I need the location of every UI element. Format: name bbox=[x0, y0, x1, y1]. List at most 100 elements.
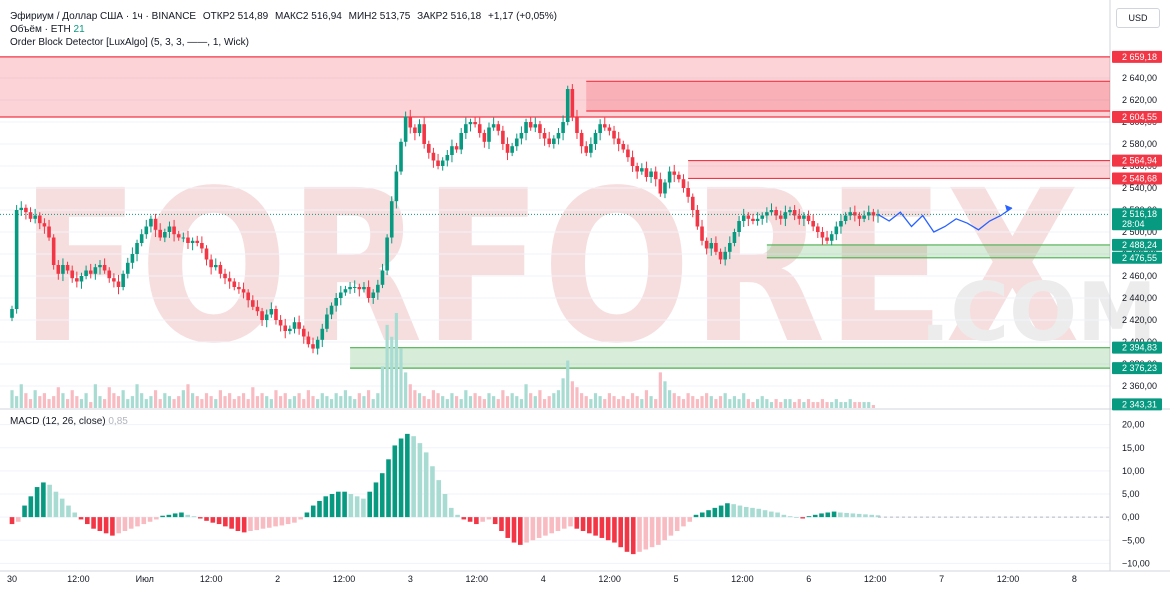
volume-bar bbox=[668, 390, 672, 408]
candle-body bbox=[227, 278, 232, 282]
volume-bar bbox=[316, 399, 320, 408]
candle-body bbox=[788, 210, 792, 213]
candle-body bbox=[695, 210, 700, 227]
macd-bar bbox=[204, 517, 209, 521]
candle-body bbox=[820, 232, 825, 238]
macd-bar bbox=[618, 517, 624, 548]
candle-body bbox=[459, 133, 464, 150]
volume-bar bbox=[825, 402, 829, 408]
macd-bar bbox=[731, 504, 736, 518]
volume-bar bbox=[867, 402, 871, 408]
candle-body bbox=[237, 287, 241, 290]
volume-bar bbox=[644, 390, 649, 408]
volume-bar bbox=[783, 399, 787, 408]
macd-bar bbox=[743, 506, 749, 518]
candle-body bbox=[829, 234, 834, 241]
macd-bar bbox=[687, 517, 693, 522]
volume-bar bbox=[519, 399, 524, 408]
candle-body bbox=[765, 212, 769, 216]
time-tick-label: 4 bbox=[541, 574, 546, 584]
volume-bar bbox=[107, 387, 111, 408]
macd-bar bbox=[367, 491, 372, 518]
price-marker bbox=[1112, 172, 1162, 185]
macd-bar bbox=[838, 512, 843, 518]
projection-arrowhead bbox=[1005, 204, 1012, 212]
volume-bar bbox=[89, 402, 93, 408]
macd-bar bbox=[775, 512, 780, 518]
volume-bar bbox=[47, 399, 51, 408]
volume-bar bbox=[857, 402, 862, 408]
candle-body bbox=[528, 122, 533, 128]
candle-body bbox=[42, 223, 47, 227]
volume-bar bbox=[751, 402, 755, 408]
macd-bar bbox=[304, 512, 310, 518]
volume-bar bbox=[320, 393, 324, 408]
volume-bar bbox=[357, 393, 361, 408]
candle-body bbox=[556, 133, 561, 139]
candle-body bbox=[723, 251, 727, 260]
macd-bar bbox=[587, 517, 592, 534]
candle-body bbox=[149, 218, 153, 227]
volume-bar bbox=[709, 396, 713, 408]
candle-body bbox=[167, 226, 172, 232]
macd-bar bbox=[430, 466, 435, 518]
macd-bar bbox=[47, 484, 52, 518]
volume-bar bbox=[436, 393, 440, 408]
volume-bar bbox=[691, 396, 695, 408]
macd-bar bbox=[825, 512, 831, 518]
volume-bar bbox=[797, 399, 801, 408]
candle-body bbox=[760, 215, 765, 219]
macd-bar bbox=[656, 517, 661, 545]
macd-tick-label: 5,00 bbox=[1122, 489, 1140, 499]
volume-bar bbox=[288, 399, 292, 408]
candle-body bbox=[741, 215, 746, 221]
volume-bar bbox=[223, 396, 227, 408]
candle-body bbox=[579, 133, 584, 147]
macd-bar bbox=[474, 517, 479, 525]
volume-bar bbox=[769, 402, 774, 408]
volume-bar bbox=[816, 402, 820, 408]
macd-bar bbox=[22, 505, 27, 518]
candle-body bbox=[79, 276, 84, 282]
price-marker-label: 2 343,31 bbox=[1122, 399, 1157, 409]
macd-bar bbox=[637, 517, 642, 552]
macd-bar bbox=[110, 517, 115, 536]
volume-bar bbox=[153, 390, 158, 408]
volume-bar bbox=[607, 393, 612, 408]
volume-bar bbox=[28, 399, 33, 408]
price-marker bbox=[1112, 398, 1162, 411]
volume-bar bbox=[603, 399, 607, 408]
candle-body bbox=[320, 328, 325, 340]
macd-bar bbox=[518, 517, 523, 545]
macd-bar bbox=[750, 507, 755, 518]
candle-body bbox=[751, 218, 755, 221]
candle-body bbox=[380, 270, 385, 285]
macd-bar bbox=[279, 517, 285, 526]
macd-bar bbox=[794, 517, 799, 518]
volume-bar bbox=[501, 390, 505, 408]
candle-body bbox=[329, 305, 334, 315]
volume-bar bbox=[186, 384, 190, 408]
price-marker bbox=[1112, 154, 1162, 167]
macd-bar bbox=[273, 517, 278, 527]
candle-body bbox=[589, 144, 593, 153]
candle-body bbox=[714, 243, 718, 252]
symbol-legend: Эфириум / Доллар США · 1ч · BINANCE ОТКР… bbox=[10, 11, 561, 22]
volume-bar bbox=[191, 393, 195, 408]
candle-body bbox=[825, 237, 829, 241]
volume-bar bbox=[677, 396, 681, 408]
volume-bar bbox=[672, 393, 676, 408]
macd-bar bbox=[166, 514, 172, 518]
candle-body bbox=[325, 314, 329, 329]
volume-bar bbox=[380, 366, 385, 408]
candle-body bbox=[408, 116, 413, 128]
candle-body bbox=[491, 124, 496, 128]
volume-bar bbox=[626, 399, 630, 408]
candle-body bbox=[640, 168, 644, 172]
candle-body bbox=[848, 212, 853, 216]
macd-gridlines bbox=[0, 424, 1110, 564]
volume-bar bbox=[417, 393, 422, 408]
price-markers: 2 659,18 2 604,55 2 564,94 2 548,68 2 516,18… bbox=[1112, 50, 1162, 411]
currency-button[interactable]: USD bbox=[1116, 8, 1160, 28]
